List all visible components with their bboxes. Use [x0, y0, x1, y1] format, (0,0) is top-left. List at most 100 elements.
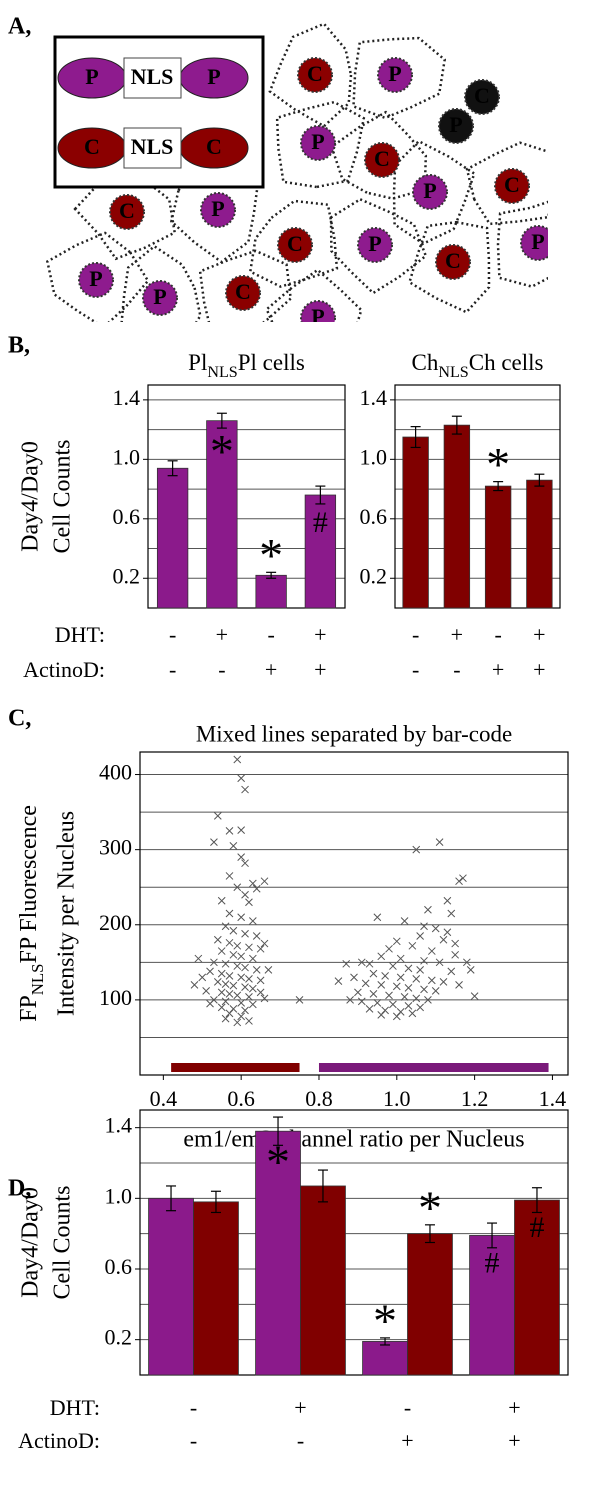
point — [443, 896, 452, 905]
point — [264, 965, 273, 974]
y-tick-label: 1.4 — [113, 385, 141, 410]
x-axis-label: em1/em2 channel ratio per Nucleus — [183, 1127, 524, 1153]
y-tick-label: 1.0 — [113, 444, 141, 469]
point — [431, 987, 440, 995]
point — [248, 954, 257, 963]
point — [233, 755, 242, 764]
nucleus — [412, 174, 448, 210]
condition-sign: + — [314, 622, 326, 647]
point — [447, 909, 456, 918]
point — [198, 973, 207, 982]
cell-outline — [275, 100, 366, 189]
nucleus — [78, 262, 114, 298]
bar — [300, 1185, 346, 1376]
condition-sign: - — [190, 1395, 197, 1420]
point — [385, 991, 393, 1000]
bar — [255, 574, 287, 609]
nucleus — [494, 168, 530, 204]
point — [233, 991, 242, 1000]
condition-sign: - — [297, 1428, 304, 1453]
point — [225, 971, 234, 980]
point — [346, 996, 354, 1004]
point — [225, 909, 234, 918]
y-axis-label: Cell Counts — [50, 439, 76, 553]
condition-sign: - — [218, 657, 225, 682]
x-tick-label: 1.4 — [539, 1086, 567, 1111]
point — [350, 973, 358, 982]
significance-mark: * — [373, 1295, 397, 1348]
point — [233, 941, 242, 950]
point — [451, 939, 460, 948]
point — [225, 1009, 234, 1018]
point — [248, 917, 257, 925]
nucleus-label: P — [449, 112, 462, 137]
condition-sign: + — [533, 622, 545, 647]
condition-sign: + — [294, 1395, 306, 1420]
bar — [193, 1201, 239, 1376]
nucleus — [435, 244, 471, 280]
condition-sign: - — [453, 657, 460, 682]
point — [256, 976, 265, 985]
point — [256, 988, 265, 997]
x-tick-label: 1.0 — [383, 1086, 411, 1111]
point — [466, 965, 475, 974]
y-tick-label: 300 — [99, 835, 132, 860]
point — [260, 939, 269, 948]
bar — [206, 420, 238, 609]
condition-label: DHT: — [55, 622, 105, 647]
point — [213, 811, 222, 820]
fp-label: C — [206, 134, 222, 159]
nucleus-label: P — [211, 196, 224, 221]
point — [221, 922, 230, 931]
condition-sign: + — [451, 622, 463, 647]
point — [416, 932, 424, 940]
point — [225, 872, 234, 880]
point — [225, 990, 234, 998]
cell-outline — [120, 244, 202, 322]
point — [392, 1012, 401, 1021]
point — [369, 969, 378, 978]
point — [462, 958, 471, 967]
plot-frame — [394, 384, 561, 609]
group-range-bar — [318, 1063, 549, 1072]
y-axis-label: Intensity per Nucleus — [54, 811, 80, 1016]
point — [443, 928, 452, 937]
point — [245, 943, 253, 952]
point — [217, 969, 226, 978]
point — [404, 1002, 413, 1010]
point — [221, 997, 230, 1006]
point — [241, 1006, 249, 1015]
point — [237, 952, 246, 961]
text-part: Pl cells — [238, 350, 305, 375]
nucleus-label: P — [423, 178, 436, 203]
point — [217, 988, 226, 997]
point — [248, 879, 257, 888]
nucleus — [277, 227, 313, 263]
y-tick-label: 0.2 — [360, 563, 388, 588]
nucleus — [364, 142, 400, 178]
point — [389, 1000, 397, 1009]
bar — [469, 1235, 515, 1376]
point — [241, 859, 249, 868]
condition-sign: - — [169, 622, 176, 647]
cell-outline — [265, 268, 363, 322]
point — [252, 932, 261, 940]
point — [237, 913, 246, 922]
condition-sign: - — [494, 622, 501, 647]
point — [237, 853, 246, 862]
point — [400, 993, 409, 1001]
point — [206, 967, 214, 976]
point — [229, 842, 238, 850]
x-tick-label: 0.4 — [150, 1086, 178, 1111]
nucleus-label: C — [307, 61, 323, 86]
cell-outline — [392, 139, 476, 246]
significance-mark: * — [418, 1182, 442, 1235]
significance-mark: # — [313, 506, 328, 539]
point — [404, 964, 413, 973]
point — [237, 999, 246, 1007]
point — [225, 938, 234, 947]
nucleus-label: P — [311, 129, 324, 154]
